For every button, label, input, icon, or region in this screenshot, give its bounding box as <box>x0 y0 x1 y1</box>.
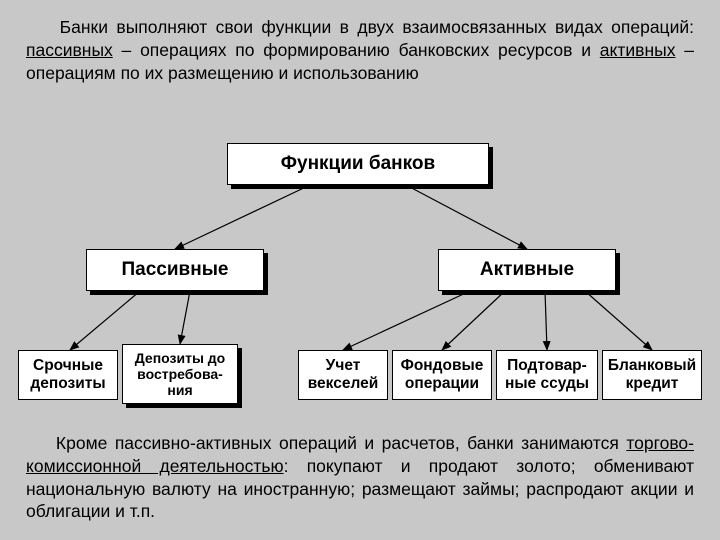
level2-box-active: Активные <box>438 249 616 291</box>
outro-indent <box>26 433 56 453</box>
leaf-box-2: Учетвекселей <box>298 350 388 400</box>
intro-u1: пассивных <box>26 40 113 60</box>
intro-u2: активных <box>600 40 676 60</box>
intro-t1: Банки выполняют свои функции в двух взаи… <box>60 17 694 37</box>
level2-box-passive: Пассивные <box>86 249 264 291</box>
leaf-box-4: Подтовар-ные ссуды <box>496 350 598 400</box>
intro-indent <box>26 17 60 37</box>
intro-paragraph: Банки выполняют свои функции в двух взаи… <box>26 16 694 84</box>
leaf-box-3: Фондовыеоперации <box>392 350 492 400</box>
leaf-box-5: Бланковыйкредит <box>602 350 702 400</box>
leaf-box-1: Депозиты довостребова-ния <box>122 344 238 404</box>
root-box: Функции банков <box>227 143 489 185</box>
outro-paragraph: Кроме пассивно-активных операций и расче… <box>26 432 694 523</box>
intro-t2: – операциях по формированию банковских р… <box>113 40 600 60</box>
outro-t1: Кроме пассивно-активных операций и расче… <box>56 433 626 453</box>
leaf-box-0: Срочныедепозиты <box>18 350 118 400</box>
